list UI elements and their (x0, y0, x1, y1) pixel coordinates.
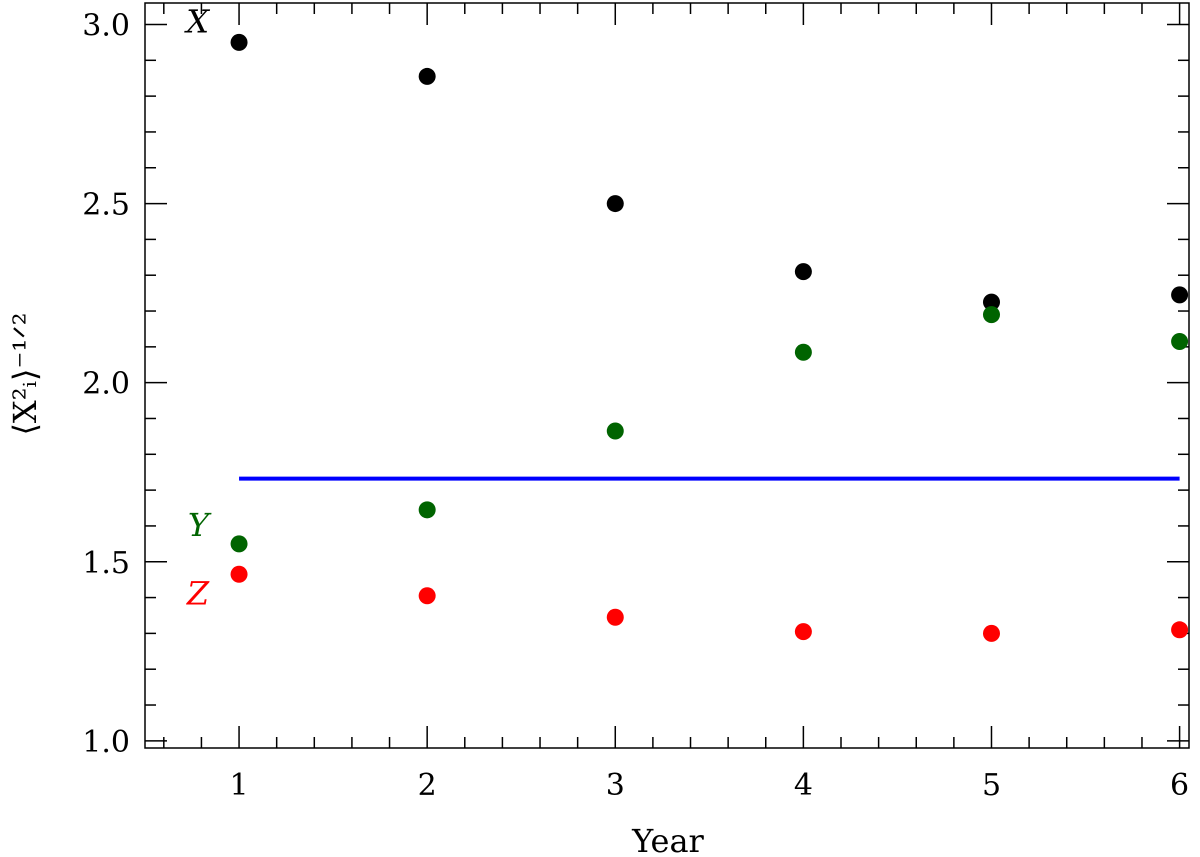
data-point (794, 623, 812, 641)
plot-border (144, 2, 1190, 749)
data-point (1171, 332, 1189, 350)
series-label-y: Y (188, 506, 212, 544)
axis-ticks: 1 2 3 4 5 6 1.0 1.5 2.0 2.5 3.0 (82, 3, 1189, 803)
series-label-x: X (183, 2, 210, 40)
series-label-z: Z (186, 574, 210, 612)
data-point (418, 501, 436, 519)
x-tick-label: 2 (418, 768, 437, 803)
data-points (230, 33, 1189, 642)
series-labels: X YZ (183, 2, 212, 612)
data-point (230, 33, 248, 51)
y-tick-label: 3.0 (82, 8, 130, 43)
x-tick-label: 3 (606, 768, 625, 803)
x-axis-title: Year (631, 822, 704, 857)
data-point (418, 587, 436, 605)
data-point (982, 306, 1000, 324)
y-tick-label: 2.5 (82, 188, 130, 223)
x-tick-label: 5 (982, 768, 1001, 803)
data-point (794, 263, 812, 281)
plot-frame (144, 2, 1190, 749)
y-tick-label: 2.0 (82, 367, 130, 402)
x-tick-label: 1 (230, 768, 249, 803)
data-point (606, 608, 624, 626)
y-axis-title: ⟨X²ᵢ⟩⁻¹ᐟ² (6, 312, 44, 435)
data-point (1171, 621, 1189, 639)
data-point (982, 293, 1000, 311)
data-point (606, 195, 624, 213)
y-tick-label: 1.5 (82, 546, 130, 581)
series-z (230, 565, 1189, 642)
data-point (606, 422, 624, 440)
series-x (230, 33, 1189, 311)
x-tick-label: 4 (794, 768, 813, 803)
data-point (794, 343, 812, 361)
x-tick-label: 6 (1170, 768, 1189, 803)
y-tick-label: 1.0 (82, 725, 130, 760)
data-point (1171, 286, 1189, 304)
data-point (418, 67, 436, 85)
data-point (230, 565, 248, 583)
data-point (230, 535, 248, 553)
data-point (982, 624, 1000, 642)
series-y (230, 306, 1189, 553)
